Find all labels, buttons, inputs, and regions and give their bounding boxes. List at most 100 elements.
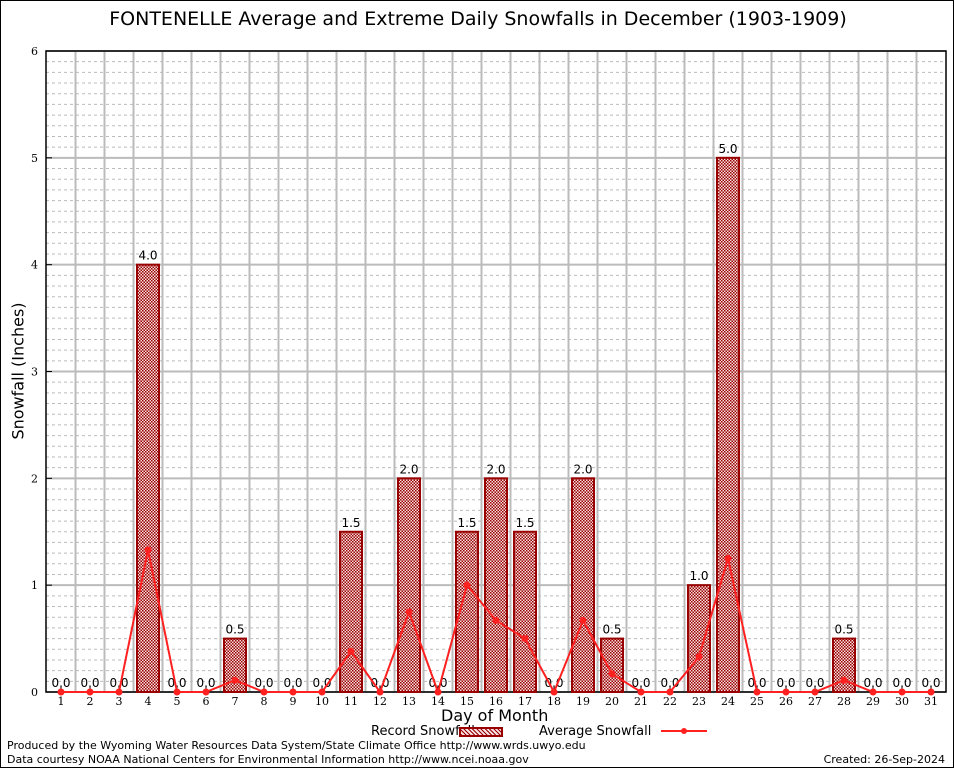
average-point [202,688,210,696]
record-bar [455,530,479,693]
x-tick-label: 25 [750,695,764,708]
bar-data-label: 0.0 [109,676,128,690]
bar-data-label: 0.5 [602,623,621,637]
average-point [318,688,326,696]
footer-courtesy: Data courtesy NOAA National Centers for … [7,753,529,766]
average-point [898,688,906,696]
average-point [753,688,761,696]
x-tick-label: 30 [895,695,909,708]
average-point [173,688,181,696]
x-tick-label: 27 [808,695,822,708]
bar-data-label: 0.0 [805,676,824,690]
x-tick-label: 1 [58,695,65,708]
average-point [608,670,616,678]
bar-data-label: 0.0 [428,676,447,690]
bar-data-label: 0.0 [254,676,273,690]
bar-data-label: 1.5 [457,516,476,530]
x-tick-label: 14 [431,695,445,708]
average-point [695,653,703,661]
x-tick-label: 22 [663,695,677,708]
x-tick-label: 20 [605,695,619,708]
bar-data-label: 0.0 [631,676,650,690]
bar-data-label: 0.0 [196,676,215,690]
bar-data-label: 0.0 [863,676,882,690]
average-point [57,688,65,696]
y-tick-label: 0 [31,686,38,699]
average-point [666,688,674,696]
x-tick-label: 23 [692,695,706,708]
y-tick-label: 1 [31,579,38,592]
average-point [492,616,500,624]
bar-data-label: 0.0 [921,676,940,690]
x-tick-label: 8 [261,695,268,708]
record-bar [339,530,363,693]
average-point [521,635,529,643]
bar-data-label: 1.0 [689,569,708,583]
x-tick-label: 28 [837,695,851,708]
record-bar [600,637,624,693]
x-tick-label: 15 [460,695,474,708]
x-tick-label: 16 [489,695,503,708]
average-point [405,608,413,616]
legend-record-swatch [459,727,503,737]
average-point [724,554,732,562]
x-tick-label: 2 [87,695,94,708]
bar-data-label: 2.0 [399,462,418,476]
average-point [637,688,645,696]
footer-created: Created: 26-Sep-2024 [823,753,945,766]
y-tick-label: 6 [31,45,38,58]
bar-data-label: 0.0 [51,676,70,690]
average-point [231,676,239,684]
bar-data-label: 5.0 [718,142,737,156]
x-tick-label: 31 [924,695,938,708]
bar-data-label: 0.0 [776,676,795,690]
x-tick-label: 29 [866,695,880,708]
bar-data-label: 2.0 [573,462,592,476]
record-bar [136,263,160,693]
x-tick-label: 21 [634,695,648,708]
x-tick-label: 24 [721,695,735,708]
record-bar [571,477,595,694]
average-point [260,688,268,696]
x-tick-label: 6 [203,695,210,708]
record-bar [223,637,247,693]
bar-data-label: 0.0 [283,676,302,690]
average-point [376,688,384,696]
average-point [434,688,442,696]
average-point [144,546,152,554]
average-point [347,647,355,655]
bar-data-label: 0.5 [225,623,244,637]
legend-average-label: Average Snowfall [539,724,652,739]
x-tick-label: 10 [315,695,329,708]
x-tick-label: 13 [402,695,416,708]
y-tick-label: 3 [31,366,38,379]
bar-data-label: 1.5 [341,516,360,530]
x-tick-label: 3 [116,695,123,708]
record-bar [397,477,421,694]
bar-data-label: 2.0 [486,462,505,476]
bar-data-label: 0.0 [167,676,186,690]
record-bar [513,530,537,693]
x-tick-label: 18 [547,695,561,708]
bar-data-label: 0.0 [80,676,99,690]
chart-title: FONTENELLE Average and Extreme Daily Sno… [109,8,847,30]
x-axis-label: Day of Month [441,706,549,725]
x-tick-label: 19 [576,695,590,708]
average-point [463,581,471,589]
x-tick-label: 12 [373,695,387,708]
footer-produced: Produced by the Wyoming Water Resources … [7,739,586,752]
bar-data-label: 0.5 [834,623,853,637]
average-point [86,688,94,696]
x-tick-label: 17 [518,695,532,708]
x-tick-label: 26 [779,695,793,708]
record-bar [484,477,508,694]
average-point [869,688,877,696]
record-bar [716,156,740,694]
average-point [811,688,819,696]
x-tick-label: 7 [232,695,239,708]
record-bar [832,637,856,693]
average-point [289,688,297,696]
average-point [115,688,123,696]
